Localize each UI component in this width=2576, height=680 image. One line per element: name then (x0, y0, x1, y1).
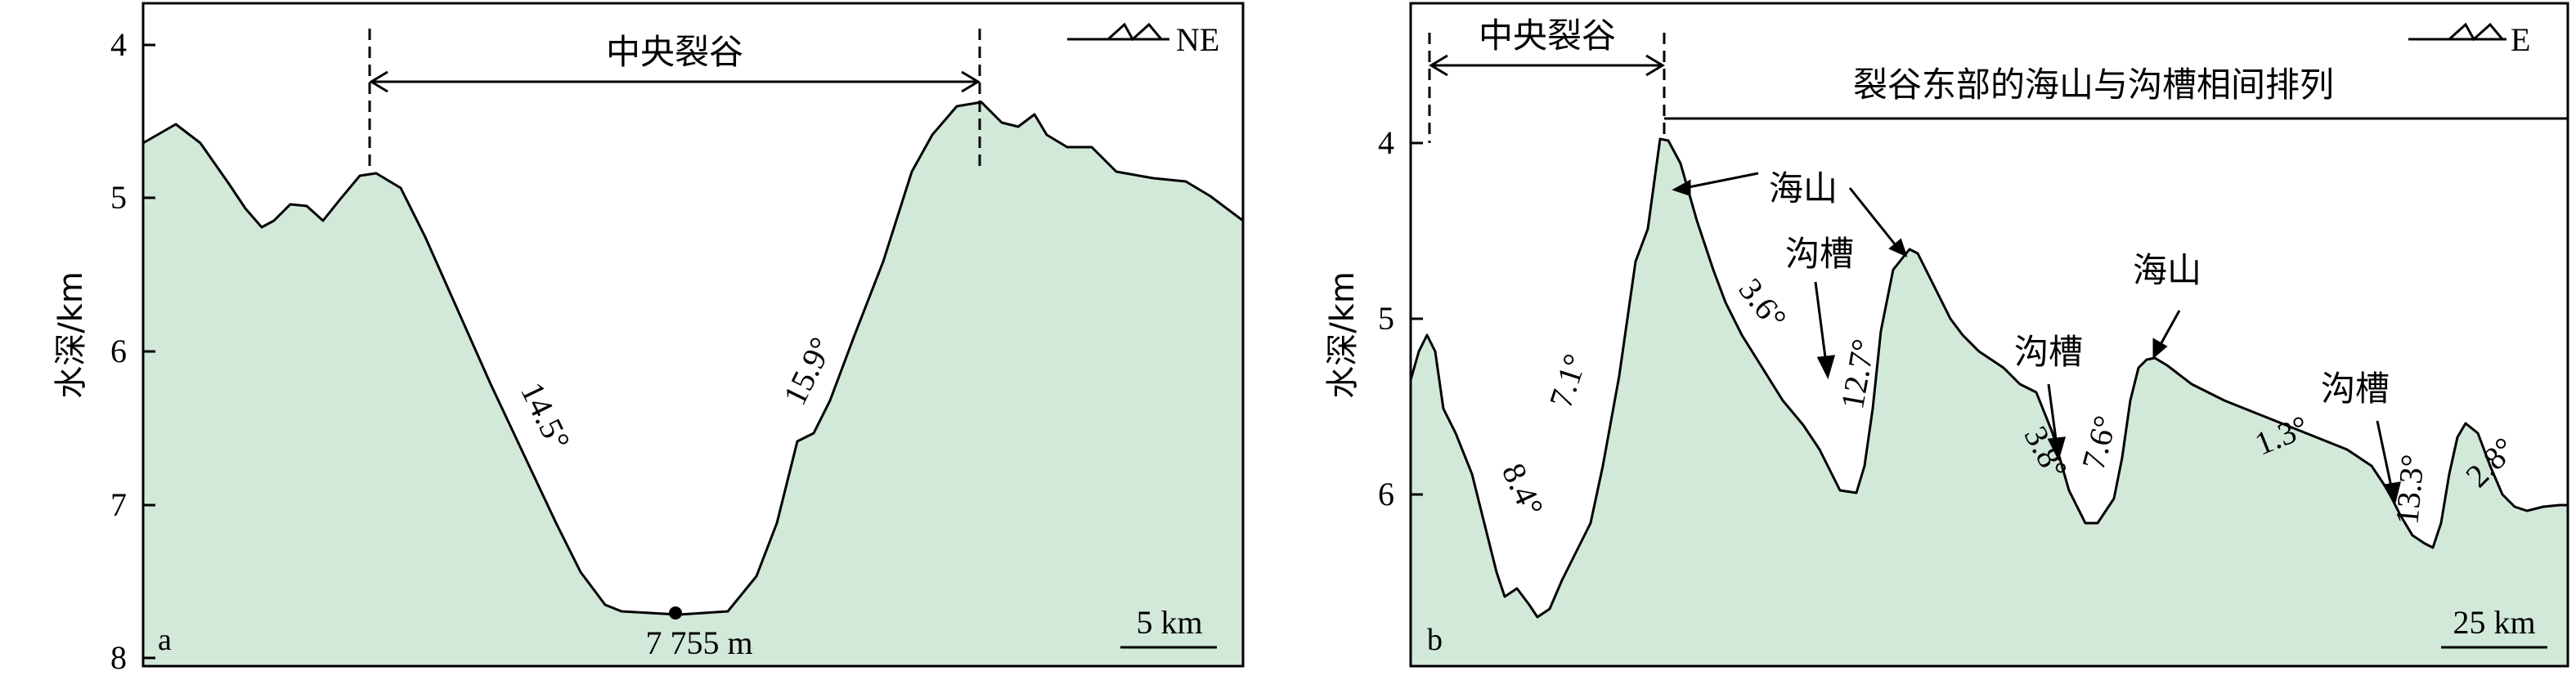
panel-b-trough-label-3: 沟槽 (2321, 369, 2390, 409)
panel-b-y-tick-6: 6 (1378, 476, 1394, 512)
panel-a-deepest-point-marker (669, 606, 682, 620)
panel-a-y-tick-6: 6 (110, 333, 127, 369)
panel-b-rift-arrow (1429, 54, 1665, 77)
panel-b-direction-icon (2408, 22, 2506, 42)
panel-a-direction-icon (1067, 22, 1169, 42)
panel-b: 4 5 6 水深/km 中央裂谷 裂谷东部的海山与沟槽相间排列 E 海山 (1324, 2, 2569, 668)
panel-b-seamount-pointer-2 (2152, 310, 2181, 360)
panel-b-east-label: 裂谷东部的海山与沟槽相间排列 (1853, 65, 2334, 105)
panel-a-rift-arrow (369, 70, 981, 93)
panel-b-trough-pointer-3 (2376, 420, 2402, 506)
panel-a-deepest-point-label: 7 755 m (645, 624, 752, 661)
panel-a-y-axis-label: 水深/km (52, 271, 90, 399)
panel-b-y-axis-label: 水深/km (1324, 271, 1362, 399)
panel-b-direction-label: E (2511, 21, 2530, 58)
panel-b-profile-area (1409, 137, 2569, 668)
panel-b-trough-label-2: 沟槽 (2014, 332, 2083, 372)
panel-b-frame (1409, 2, 2569, 668)
panel-a-direction-label: NE (1176, 21, 1219, 58)
panel-a-frame (141, 2, 1245, 668)
panel-a-y-tick-4: 4 (110, 26, 127, 63)
panel-b-slope-3: 3.6° (1732, 271, 1794, 337)
panel-b-seamount-label-2: 海山 (2133, 250, 2201, 290)
panel-b-seamount-pointer-1 (1672, 172, 1908, 257)
panel-b-slope-1: 8.4° (1495, 458, 1551, 522)
panel-b-letter: b (1427, 623, 1443, 657)
panel-b-slope-8: 13.3° (2388, 453, 2430, 526)
panel-b-trough-pointer-2 (2047, 383, 2067, 462)
panel-a-scale-label: 5 km (1136, 604, 1202, 641)
panel-a-profile-area (141, 101, 1245, 668)
panel-a-y-tick-7: 7 (110, 486, 127, 523)
panel-b-y-tick-5: 5 (1378, 300, 1394, 337)
panel-b-slope-2: 7.1° (1542, 349, 1594, 412)
panel-b-y-ticks (1411, 141, 1423, 496)
panel-a-y-ticks (143, 43, 155, 660)
panel-a: 4 5 6 7 8 水深/km 中央裂谷 NE 14.5° 15.9° 7 75… (52, 2, 1245, 676)
panel-b-trough-label-1: 沟槽 (1785, 234, 1854, 274)
panel-b-rift-label: 中央裂谷 (1479, 16, 1616, 56)
panel-a-y-tick-5: 5 (110, 179, 127, 216)
panel-b-y-tick-4: 4 (1378, 124, 1394, 161)
panel-b-seamount-label-1: 海山 (1769, 168, 1838, 208)
panel-b-scale-label: 25 km (2453, 604, 2535, 641)
panel-a-letter: a (158, 623, 172, 657)
panel-a-y-tick-8: 8 (110, 639, 127, 676)
panel-b-slope-6: 7.6° (2075, 412, 2125, 473)
panel-a-slope-left: 14.5° (514, 377, 577, 456)
panel-a-rift-label: 中央裂谷 (606, 32, 743, 72)
panel-b-trough-pointer-1 (1814, 281, 1836, 380)
